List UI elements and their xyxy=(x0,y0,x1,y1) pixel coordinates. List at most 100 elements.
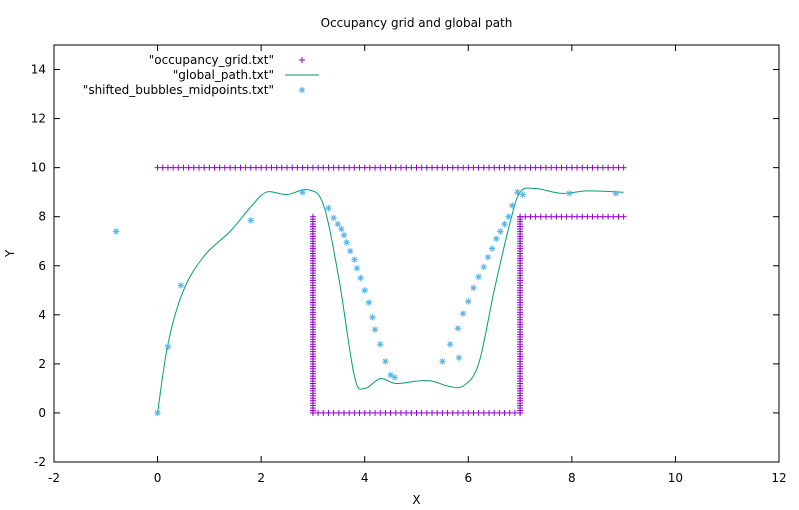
occupancy-point xyxy=(579,213,586,220)
bubble-midpoint xyxy=(112,228,120,235)
y-tick-label: 10 xyxy=(31,161,46,175)
bubble-midpoint xyxy=(325,204,332,212)
occupancy-point xyxy=(382,409,389,416)
occupancy-point xyxy=(294,164,301,171)
occupancy-point xyxy=(330,409,337,416)
bubble-midpoint xyxy=(343,239,350,246)
y-tick-label: 6 xyxy=(38,259,46,273)
occupancy-point xyxy=(180,164,187,171)
occupancy-point xyxy=(335,409,342,416)
occupancy-point xyxy=(517,213,524,220)
occupancy-point xyxy=(439,409,446,416)
occupancy-point xyxy=(506,409,513,416)
occupancy-point xyxy=(434,164,441,171)
occupancy-point xyxy=(449,409,456,416)
occupancy-point xyxy=(330,164,337,171)
occupancy-point xyxy=(449,164,456,171)
occupancy-point xyxy=(480,164,487,171)
bubble-midpoint xyxy=(361,287,368,294)
chart-title: Occupancy grid and global path xyxy=(321,16,513,30)
bubble-midpoint xyxy=(351,256,358,263)
occupancy-point xyxy=(527,213,534,220)
y-axis-label: Y xyxy=(3,249,17,258)
occupancy-point xyxy=(574,213,581,220)
occupancy-point xyxy=(480,409,487,416)
occupancy-point xyxy=(211,164,218,171)
occupancy-point xyxy=(584,213,591,220)
bubble-midpoint xyxy=(154,409,161,417)
x-tick-label: 0 xyxy=(154,471,162,485)
global-path-layer xyxy=(157,187,624,413)
occupancy-point xyxy=(309,164,316,171)
occupancy-point xyxy=(387,164,394,171)
bubble-midpoint xyxy=(382,358,389,365)
occupancy-point xyxy=(418,164,425,171)
x-tick-label: 8 xyxy=(568,471,576,485)
occupancy-point xyxy=(190,164,197,171)
occupancy-point xyxy=(610,213,617,220)
occupancy-point xyxy=(454,164,461,171)
occupancy-point xyxy=(201,164,208,171)
occupancy-point xyxy=(159,164,166,171)
occupancy-point xyxy=(532,164,539,171)
occupancy-point xyxy=(574,164,581,171)
occupancy-point xyxy=(506,164,513,171)
occupancy-point xyxy=(460,164,467,171)
occupancy-point xyxy=(496,164,503,171)
bubble-midpoint xyxy=(353,265,361,272)
occupancy-point xyxy=(170,164,177,171)
bubble-midpoint xyxy=(439,358,446,365)
occupancy-point xyxy=(413,164,420,171)
x-tick-label: 2 xyxy=(257,471,265,485)
occupancy-point xyxy=(620,164,627,171)
legend-sample-occupancy-grid xyxy=(299,57,305,63)
occupancy-point xyxy=(563,213,570,220)
y-tick-label: 12 xyxy=(31,112,46,126)
occupancy-point xyxy=(237,164,244,171)
occupancy-point xyxy=(185,164,192,171)
occupancy-point xyxy=(460,409,467,416)
y-tick-label: 8 xyxy=(38,210,46,224)
occupancy-point xyxy=(444,409,451,416)
occupancy-point xyxy=(351,409,358,416)
occupancy-point xyxy=(558,164,565,171)
y-tick-label: 4 xyxy=(38,308,46,322)
occupancy-point xyxy=(444,164,451,171)
occupancy-point xyxy=(403,409,410,416)
bubble-midpoint xyxy=(501,220,508,228)
bubble-midpoint xyxy=(365,299,373,306)
plot-frame xyxy=(53,44,780,463)
occupancy-point xyxy=(496,409,503,416)
occupancy-point xyxy=(553,213,560,220)
occupancy-point xyxy=(346,164,353,171)
occupancy-point xyxy=(247,164,254,171)
occupancy-point xyxy=(382,164,389,171)
occupancy-point xyxy=(320,164,327,171)
legend-sample-bubbles xyxy=(298,86,306,94)
occupancy-point xyxy=(501,409,508,416)
bubble-midpoint xyxy=(509,202,516,209)
occupancy-point xyxy=(206,164,213,171)
occupancy-point xyxy=(429,409,436,416)
occupancy-point xyxy=(361,409,368,416)
bubble-midpoint xyxy=(340,231,348,239)
occupancy-point xyxy=(423,164,430,171)
occupancy-point xyxy=(599,164,606,171)
occupancy-point xyxy=(252,164,259,171)
bubble-midpoint xyxy=(480,263,488,271)
occupancy-point xyxy=(610,164,617,171)
bubble-midpoint xyxy=(459,310,467,317)
occupancy-point xyxy=(346,409,353,416)
x-tick-label: 12 xyxy=(771,471,786,485)
bubble-midpoint xyxy=(247,217,254,224)
occupancy-point xyxy=(335,164,342,171)
occupancy-point xyxy=(620,213,627,220)
legend-label-occupancy-grid: "occupancy_grid.txt" xyxy=(149,53,274,67)
y-tick-label: 14 xyxy=(31,63,46,77)
global-path-line xyxy=(157,187,624,413)
occupancy-point xyxy=(594,164,601,171)
occupancy-point xyxy=(258,164,265,171)
occupancy-point xyxy=(356,164,363,171)
occupancy-point xyxy=(418,409,425,416)
